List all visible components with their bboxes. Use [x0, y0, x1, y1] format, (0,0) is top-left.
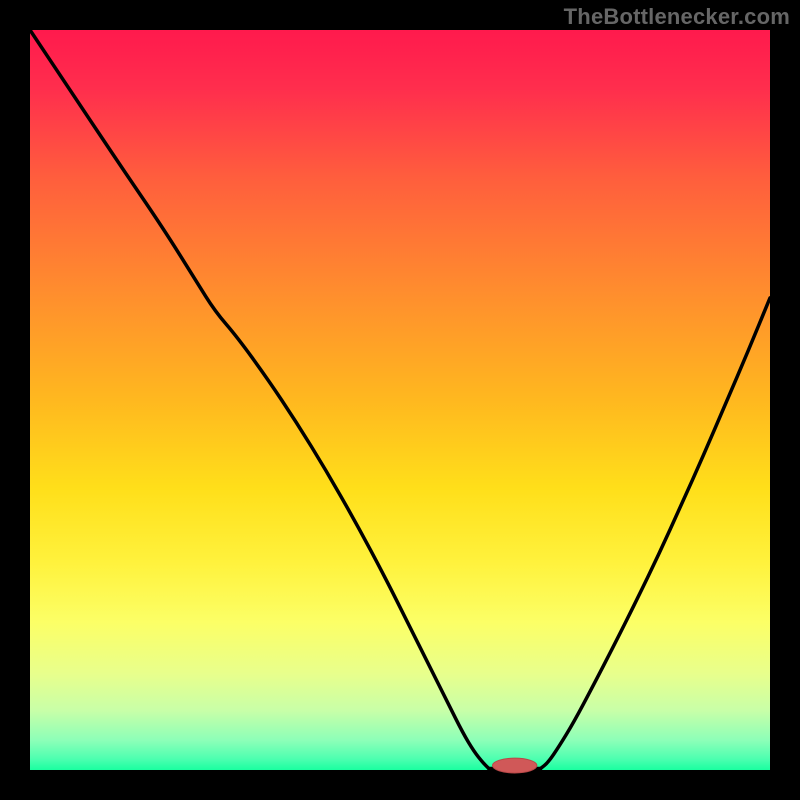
- gradient-background: [30, 30, 770, 770]
- watermark-text: TheBottlenecker.com: [564, 4, 790, 30]
- bottleneck-chart: [0, 0, 800, 800]
- valley-marker: [493, 758, 537, 773]
- chart-container: TheBottlenecker.com: [0, 0, 800, 800]
